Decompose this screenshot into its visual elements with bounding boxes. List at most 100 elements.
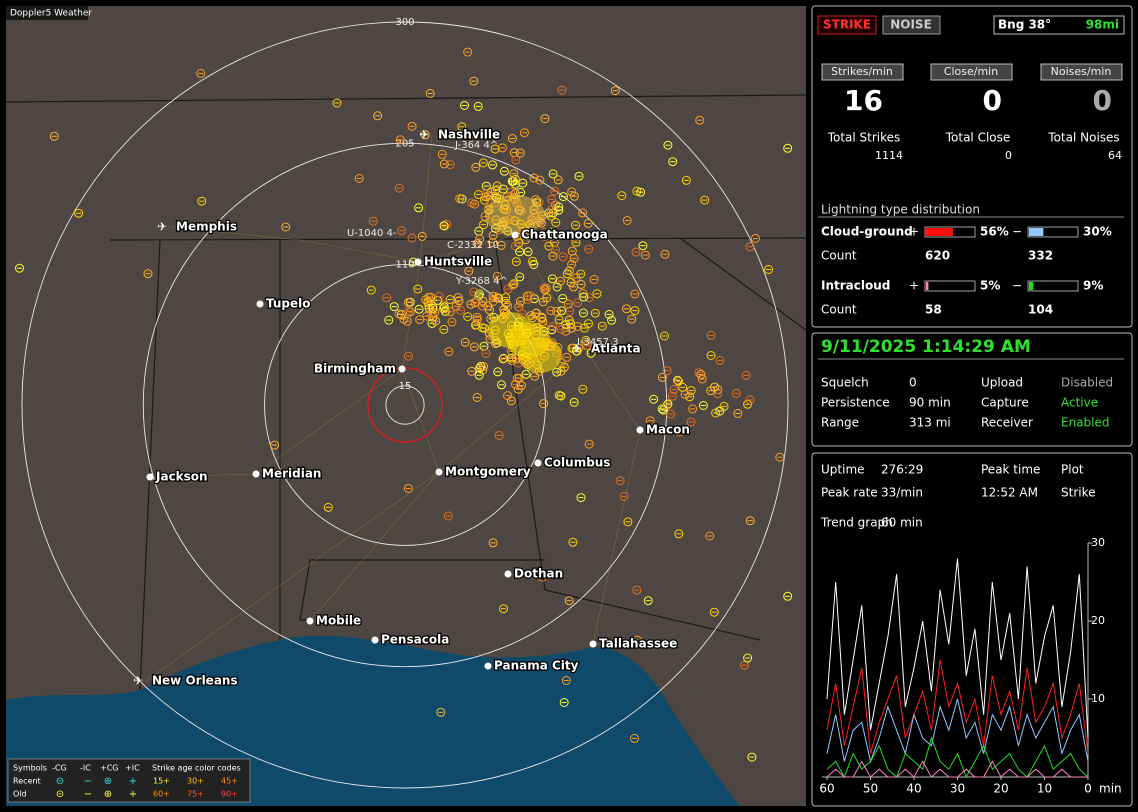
- legend-symbol: +: [129, 789, 137, 800]
- percent-bar: [926, 228, 953, 236]
- strike-marker: [597, 321, 607, 331]
- city-dot: [256, 300, 264, 308]
- counts-box: [811, 5, 1133, 328]
- strike-marker: [674, 377, 684, 387]
- strike-label: U-1040 4-: [347, 228, 397, 239]
- strike-marker: [535, 217, 545, 226]
- strike-cluster: [488, 312, 532, 348]
- percent-track: [1027, 280, 1079, 292]
- strike-marker: [554, 390, 564, 400]
- strike-marker: [569, 397, 579, 407]
- strike-marker: [548, 322, 558, 332]
- strike-marker: [472, 315, 482, 325]
- city-label: Atlanta: [591, 342, 641, 356]
- strike-marker: [627, 314, 637, 324]
- strike-marker: [681, 175, 691, 185]
- strike-marker: [558, 252, 568, 262]
- strike-marker: [500, 200, 510, 210]
- percent-label: 9%: [1083, 279, 1103, 293]
- strike-marker: [709, 607, 719, 617]
- strike-marker: [711, 408, 721, 418]
- strike-marker: [775, 452, 785, 462]
- strike-marker: [479, 362, 488, 371]
- strike-cluster: [485, 195, 545, 235]
- status-text: Persistence: [821, 396, 890, 410]
- strike-marker: [562, 352, 572, 362]
- strike-marker: [567, 246, 577, 256]
- strike-marker: [502, 192, 512, 202]
- strike-marker: [405, 307, 415, 317]
- strike-marker: [425, 89, 435, 98]
- strike-marker: [510, 189, 520, 198]
- strike-marker: [511, 379, 520, 389]
- strike-marker: [649, 394, 659, 404]
- strike-marker: [584, 244, 594, 254]
- legend: Symbols -CG -IC +CG +IC Strike age color code…: [7, 758, 251, 803]
- strike-marker: [589, 275, 599, 284]
- strike-marker: [415, 315, 425, 325]
- airport-icon: ✈: [572, 342, 582, 356]
- rate-value: 0: [983, 84, 1002, 117]
- legend-label: Strike age color codes: [152, 764, 241, 773]
- strike-button-label: STRIKE: [823, 18, 871, 32]
- status-text: Upload: [981, 376, 1023, 390]
- strike-marker: [578, 308, 588, 318]
- strike-marker: [445, 160, 455, 170]
- strike-marker: [764, 265, 773, 274]
- strike-marker: [503, 301, 513, 311]
- strike-marker: [698, 401, 708, 410]
- strike-marker: [439, 302, 449, 312]
- strike-marker: [423, 297, 433, 307]
- strike-marker: [529, 173, 539, 183]
- strike-marker: [509, 279, 519, 289]
- status-text: Disabled: [1061, 376, 1113, 390]
- trend-box: [811, 452, 1133, 807]
- strike-marker: [660, 331, 669, 341]
- strike-marker: [500, 216, 510, 226]
- percent-track: [1027, 226, 1079, 238]
- strike-marker: [443, 511, 453, 521]
- percent-bar: [926, 282, 929, 290]
- strike-marker: [576, 493, 586, 503]
- strike-marker: [557, 85, 567, 95]
- strike-marker: [511, 257, 521, 267]
- strike-marker: [578, 384, 588, 394]
- city-dot: [371, 636, 379, 644]
- city-label: New Orleans: [152, 674, 238, 688]
- stats-text: Peak time: [981, 463, 1040, 477]
- noise-button[interactable]: [882, 15, 941, 35]
- strike-marker: [521, 369, 531, 379]
- strike-marker: [514, 238, 524, 248]
- strike-marker: [663, 140, 673, 150]
- strike-marker: [706, 386, 716, 396]
- strike-marker: [413, 284, 423, 294]
- strike-marker: [554, 202, 564, 212]
- trend-chart: 10 20 30 60 50 40 30 20 10 0 min: [819, 536, 1121, 796]
- strike-marker: [366, 285, 376, 295]
- status-text: 0: [909, 376, 917, 390]
- strike-marker: [571, 273, 581, 283]
- strike-marker: [680, 389, 690, 399]
- strike-marker: [436, 707, 446, 717]
- strike-marker: [579, 292, 589, 302]
- strike-marker: [526, 311, 536, 321]
- strike-marker: [673, 375, 683, 385]
- strike-button[interactable]: [817, 15, 877, 35]
- strike-marker: [638, 241, 648, 251]
- strike-marker: [512, 373, 522, 383]
- strike-marker: [547, 274, 557, 284]
- strike-marker: [584, 293, 594, 303]
- strike-marker: [562, 269, 572, 279]
- strike-marker: [407, 233, 417, 243]
- range-ring: [385, 385, 425, 425]
- strike-marker: [460, 101, 469, 110]
- status-text: Receiver: [981, 416, 1033, 430]
- legend-label: Symbols: [13, 764, 47, 773]
- strike-marker: [481, 189, 491, 199]
- strike-marker: [510, 179, 520, 189]
- age-code: 30+: [187, 777, 204, 786]
- strike-marker: [567, 323, 576, 333]
- strike-marker: [622, 304, 631, 314]
- y-tick-label: 30: [1091, 536, 1105, 549]
- strike-marker: [537, 211, 547, 221]
